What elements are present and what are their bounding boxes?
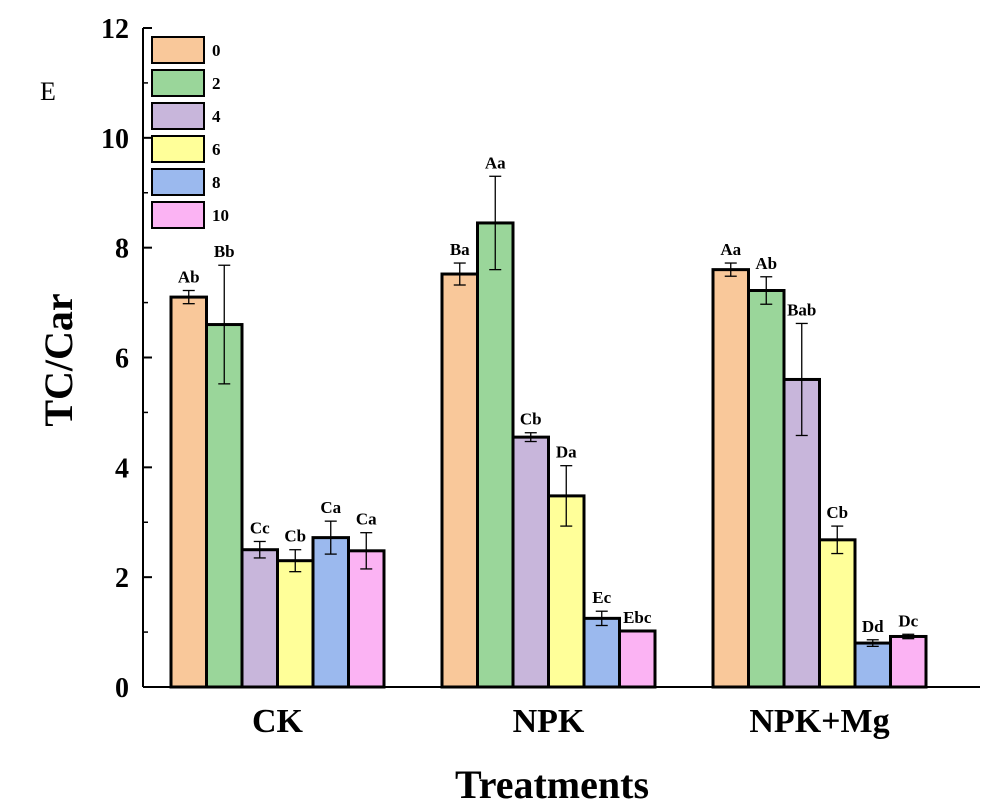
legend-swatch: [151, 201, 205, 229]
legend: 0 2 4 6 8 10: [151, 36, 229, 229]
bar: [711, 268, 750, 689]
significance-label: Ab: [755, 254, 777, 273]
y-tick-label: 6: [115, 344, 129, 375]
x-category-label: CK: [252, 703, 304, 740]
x-category-label: NPK: [513, 703, 585, 740]
bar: [618, 629, 657, 689]
legend-swatch: [151, 135, 205, 163]
y-axis-title: TC/Car: [36, 293, 81, 426]
y-tick-label: 10: [101, 124, 129, 155]
y-tick-label: 4: [115, 453, 129, 484]
legend-label: 6: [212, 140, 221, 159]
legend-label: 0: [212, 41, 221, 60]
bar: [240, 548, 279, 689]
x-category-label: NPK+Mg: [749, 703, 889, 740]
significance-label: Aa: [720, 240, 741, 259]
legend-label: 4: [212, 107, 221, 126]
legend-label: 8: [212, 173, 221, 192]
bar: [747, 289, 786, 689]
significance-label: Dd: [862, 617, 884, 636]
bar: [311, 536, 350, 689]
bar: [818, 538, 857, 689]
legend-swatch: [151, 36, 205, 64]
legend-label: 10: [212, 206, 229, 225]
bar: [276, 559, 315, 689]
significance-label: Ba: [450, 240, 470, 259]
significance-label: Da: [556, 443, 577, 462]
significance-label: Ab: [178, 268, 200, 287]
significance-label: Ca: [356, 510, 377, 529]
bar: [347, 549, 386, 689]
x-axis-title: Treatments: [455, 762, 649, 807]
legend-label: 2: [212, 74, 221, 93]
significance-label: Bab: [787, 300, 816, 319]
panel-label: E: [40, 77, 56, 106]
bar: [582, 616, 621, 689]
significance-label: Bb: [214, 242, 235, 261]
bar: [889, 634, 928, 689]
significance-label: Cb: [520, 410, 542, 429]
significance-label: Cb: [284, 527, 306, 546]
y-tick-label: 12: [101, 14, 129, 45]
significance-label: Cb: [826, 503, 848, 522]
legend-swatch: [151, 102, 205, 130]
y-tick-label: 0: [115, 673, 129, 704]
bar: [169, 295, 208, 689]
significance-label: Ec: [592, 588, 611, 607]
legend-swatch: [151, 69, 205, 97]
plot-area: 0 2 4 6 8 10 12 CK Ab Bb Cc Cb Ca Ca NPK Ba Aa Cb Da Ec Ebc N…: [101, 14, 980, 740]
significance-label: Dc: [898, 611, 918, 630]
bar: [511, 435, 550, 689]
y-tick-label: 8: [115, 234, 129, 265]
bar: [440, 272, 479, 689]
significance-label: Aa: [485, 153, 506, 172]
legend-swatch: [151, 168, 205, 196]
significance-label: Ebc: [623, 608, 652, 627]
bar: [476, 221, 515, 689]
significance-label: Cc: [250, 518, 270, 537]
y-tick-label: 2: [115, 563, 129, 594]
bar: [853, 641, 892, 689]
significance-label: Ca: [320, 498, 341, 517]
